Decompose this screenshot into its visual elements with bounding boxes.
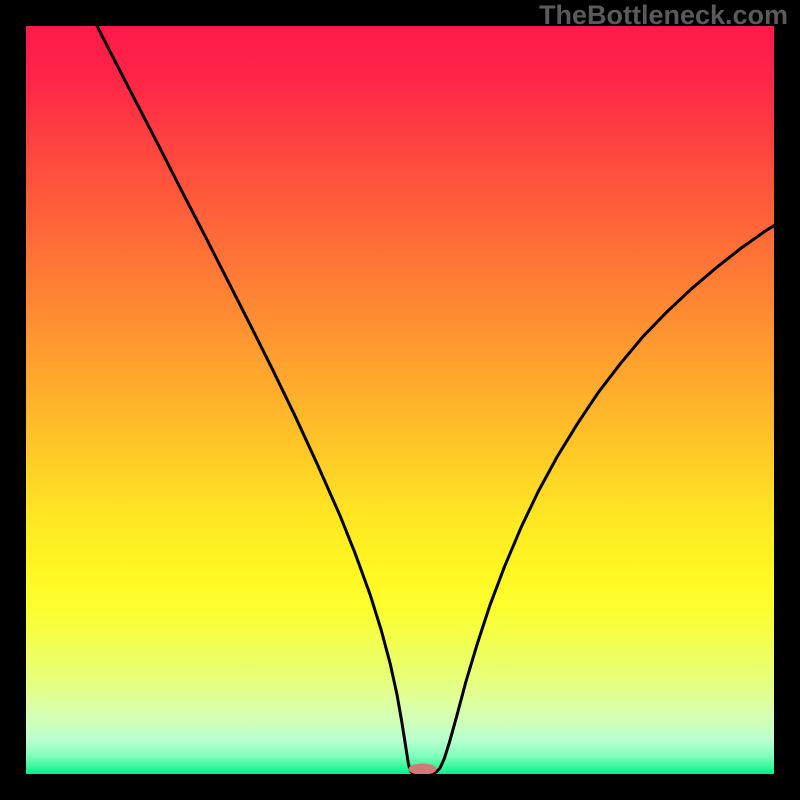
- chart-svg: [26, 26, 774, 774]
- gradient-background: [26, 26, 774, 774]
- watermark-label: TheBottleneck.com: [539, 0, 788, 31]
- chart-area: [26, 26, 774, 774]
